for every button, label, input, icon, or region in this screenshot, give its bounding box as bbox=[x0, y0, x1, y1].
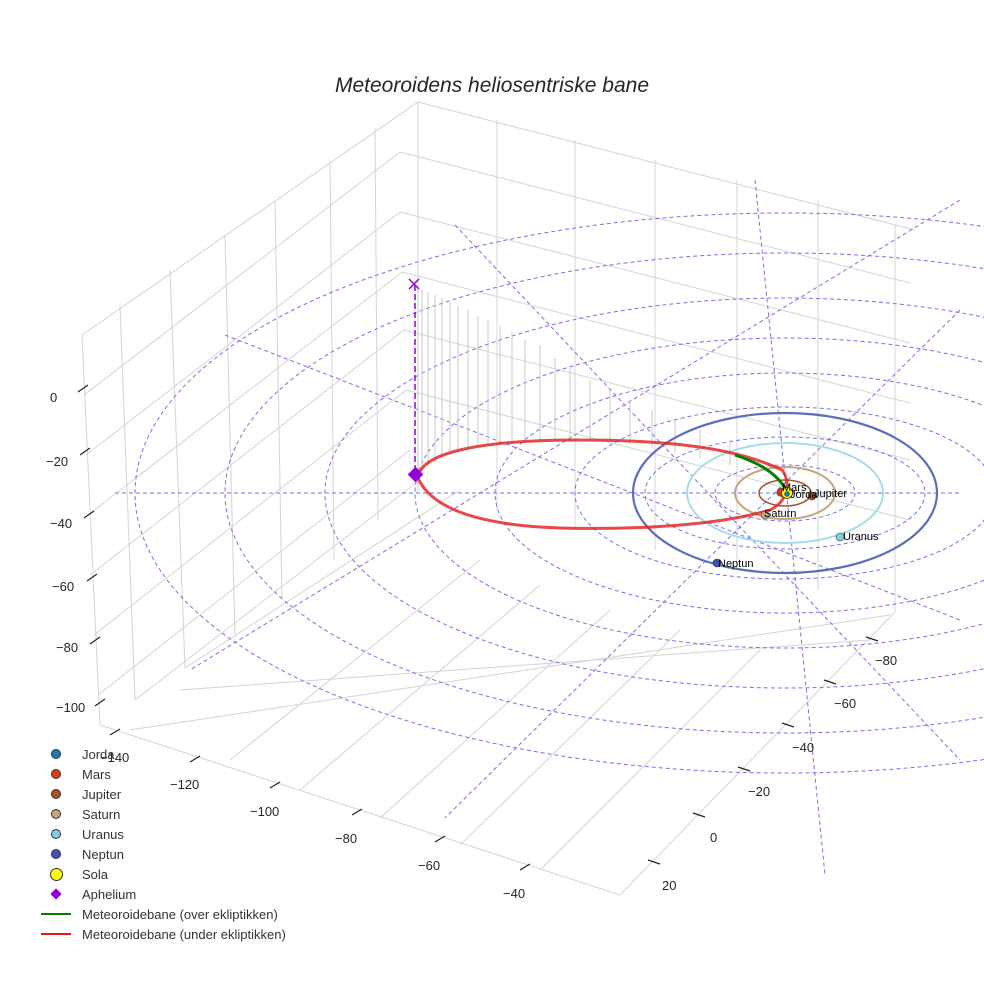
x-tick-5: −40 bbox=[503, 886, 525, 901]
mars-label: Mars bbox=[782, 482, 807, 494]
legend-item-orbit-over: Meteoroidebane (over ekliptikken) bbox=[38, 904, 286, 924]
legend-item-jupiter: Jupiter bbox=[38, 784, 286, 804]
uranus-point bbox=[835, 532, 845, 542]
legend-item-jorda: Jorda bbox=[38, 744, 286, 764]
legend-item-aphelium: Aphelium bbox=[38, 884, 286, 904]
saturn-point bbox=[760, 510, 770, 520]
green-line-icon bbox=[41, 913, 71, 915]
z-tick-3: −60 bbox=[52, 579, 74, 594]
grid-lines bbox=[81, 101, 916, 896]
jorda-marker-icon bbox=[51, 749, 61, 759]
saturn-orbit bbox=[734, 466, 836, 520]
z-tick-4: −80 bbox=[56, 640, 78, 655]
y-tick-4: 0 bbox=[710, 830, 717, 845]
neptun-label: Neptun bbox=[718, 558, 753, 570]
jupiter-label: Jupiter bbox=[814, 488, 847, 500]
legend-label: Meteoroidebane (under ekliptikken) bbox=[82, 926, 286, 942]
legend-item-orbit-under: Meteoroidebane (under ekliptikken) bbox=[38, 924, 286, 944]
legend-label: Mars bbox=[82, 766, 111, 782]
legend-item-mars: Mars bbox=[38, 764, 286, 784]
z-axis-ticks bbox=[77, 384, 106, 707]
neptun-orbit bbox=[631, 411, 939, 575]
z-tick-0: 0 bbox=[50, 390, 57, 405]
neptun-point bbox=[712, 558, 722, 568]
legend-item-neptun: Neptun bbox=[38, 844, 286, 864]
aphelium-diamond-icon bbox=[50, 888, 62, 900]
uranus-marker-icon bbox=[51, 829, 61, 839]
jorda-label: Jorda bbox=[790, 489, 818, 501]
meteoroid-orbit-below bbox=[416, 438, 789, 530]
x-tick-1: −120 bbox=[170, 777, 199, 792]
meteoroid-orbit-above bbox=[734, 453, 788, 491]
jupiter-point bbox=[807, 491, 817, 501]
legend: Jorda Mars Jupiter Saturn Uranus Neptun … bbox=[38, 744, 286, 944]
mars-marker-icon bbox=[51, 769, 61, 779]
y-tick-0: −80 bbox=[875, 653, 897, 668]
x-tick-2: −100 bbox=[250, 804, 279, 819]
ecliptic-grid bbox=[115, 179, 984, 876]
z-tick-1: −20 bbox=[46, 454, 68, 469]
legend-label: Jupiter bbox=[82, 786, 122, 802]
legend-label: Aphelium bbox=[82, 886, 137, 902]
x-axis-ticks bbox=[109, 728, 531, 871]
y-tick-2: −40 bbox=[792, 740, 814, 755]
legend-label: Jorda bbox=[82, 746, 115, 762]
legend-item-sola: Sola bbox=[38, 864, 286, 884]
legend-label: Uranus bbox=[82, 826, 124, 842]
sola-marker-icon bbox=[49, 867, 63, 881]
y-tick-1: −60 bbox=[834, 696, 856, 711]
uranus-label: Uranus bbox=[843, 531, 879, 543]
legend-label: Saturn bbox=[82, 806, 121, 822]
neptun-marker-icon bbox=[51, 849, 61, 859]
y-axis-ticks bbox=[647, 636, 879, 865]
saturn-label: Saturn bbox=[764, 508, 796, 520]
legend-label: Meteoroidebane (over ekliptikken) bbox=[82, 906, 278, 922]
z-tick-5: −100 bbox=[56, 700, 85, 715]
x-tick-0: −140 bbox=[100, 750, 129, 765]
legend-item-uranus: Uranus bbox=[38, 824, 286, 844]
uranus-orbit bbox=[686, 442, 884, 544]
drop-lines bbox=[417, 285, 731, 478]
z-tick-2: −40 bbox=[50, 516, 72, 531]
y-tick-5: 20 bbox=[662, 878, 676, 893]
legend-label: Neptun bbox=[82, 846, 124, 862]
x-tick-3: −80 bbox=[335, 831, 357, 846]
chart-title: Meteoroidens heliosentriske bane bbox=[334, 74, 650, 97]
red-line-icon bbox=[41, 933, 71, 935]
y-tick-3: −20 bbox=[748, 784, 770, 799]
jupiter-marker-icon bbox=[51, 789, 61, 799]
legend-label: Sola bbox=[82, 866, 109, 882]
saturn-marker-icon bbox=[51, 809, 61, 819]
jorda-point bbox=[784, 491, 790, 497]
x-tick-4: −60 bbox=[418, 858, 440, 873]
aphelion-top-x-icon bbox=[408, 278, 420, 290]
legend-item-saturn: Saturn bbox=[38, 804, 286, 824]
